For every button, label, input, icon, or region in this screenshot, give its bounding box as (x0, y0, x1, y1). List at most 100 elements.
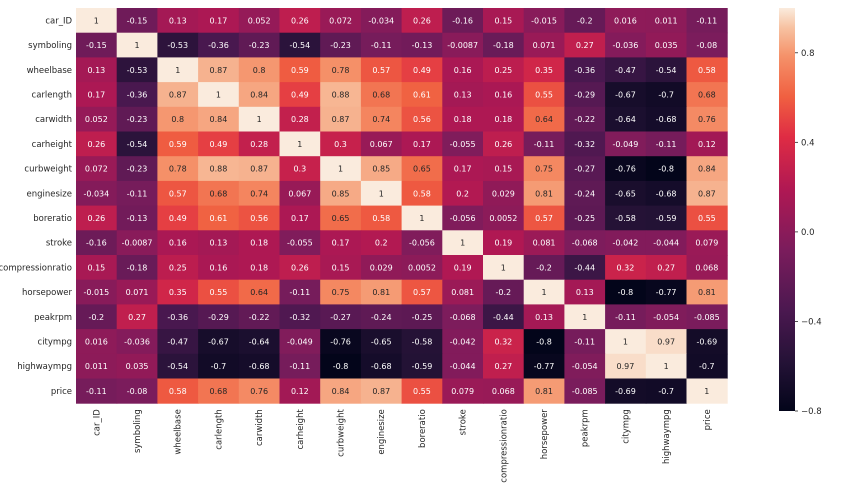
cell-value-label: 0.49 (169, 214, 187, 223)
heatmap-cell (198, 82, 240, 108)
heatmap-cell (198, 378, 240, 404)
heatmap-cell (198, 205, 240, 231)
cell-value-label: -0.015 (531, 16, 557, 25)
cell-value-label: -0.67 (615, 90, 636, 99)
x-tick-label: boreratio (418, 409, 428, 448)
heatmap-cell (442, 378, 484, 404)
cell-value-label: 0.8 (253, 66, 266, 75)
heatmap-cell (442, 205, 484, 231)
cell-value-label: 0.15 (87, 263, 105, 272)
cell-value-label: 0.18 (454, 115, 472, 124)
cell-value-label: -0.8 (618, 288, 634, 297)
y-tick-label: compressionratio (0, 263, 72, 273)
heatmap-cell (686, 156, 728, 182)
cell-value-label: 0.87 (332, 115, 350, 124)
heatmap-cell (157, 32, 199, 58)
heatmap-cell (564, 106, 606, 132)
cell-value-label: 0.13 (169, 16, 187, 25)
cell-value-label: -0.7 (658, 90, 674, 99)
heatmap-cell (401, 106, 443, 132)
heatmap-cell (157, 180, 199, 207)
heatmap-cell (401, 353, 443, 379)
heatmap-cell (605, 32, 647, 58)
heatmap-cell (686, 230, 728, 256)
cell-value-label: -0.27 (574, 165, 595, 174)
colorbar-tick-label: 0.8 (801, 49, 815, 59)
heatmap-cell (401, 230, 443, 256)
heatmap-cell (157, 205, 199, 231)
cell-value-label: -0.32 (289, 313, 310, 322)
cell-value-label: 0.84 (698, 165, 716, 174)
cell-value-label: 0.072 (329, 16, 352, 25)
heatmap-cell (483, 57, 525, 83)
cell-value-label: 0.57 (535, 214, 553, 223)
y-tick-label: wheelbase (27, 66, 72, 76)
cell-value-label: 1 (704, 387, 709, 396)
heatmap-cell (645, 131, 687, 157)
heatmap-cell (116, 230, 158, 256)
heatmap-cell (320, 255, 362, 281)
heatmap-cell (645, 230, 687, 256)
cell-value-label: -0.29 (208, 313, 229, 322)
heatmap-cell (238, 353, 280, 379)
heatmap-cell (116, 378, 158, 404)
heatmap-cell (360, 329, 403, 355)
cell-value-label: 0.15 (494, 16, 512, 25)
cell-value-label: 0.079 (695, 239, 718, 248)
heatmap-cell (645, 304, 687, 330)
heatmap-cell (76, 353, 118, 379)
heatmap-cell (76, 378, 118, 404)
heatmap-cell (523, 57, 565, 83)
cell-value-label: -0.13 (412, 41, 433, 50)
heatmap-cell (157, 8, 199, 34)
heatmap-cell (360, 230, 403, 256)
cell-value-label: 0.0052 (489, 214, 517, 223)
heatmap-cell (605, 205, 647, 231)
heatmap-cell (686, 32, 728, 58)
cell-value-label: -0.77 (656, 288, 677, 297)
heatmap-cell (686, 180, 728, 207)
heatmap-cell (320, 57, 362, 83)
cell-value-label: 1 (501, 263, 506, 272)
heatmap-cell (401, 156, 443, 182)
heatmap-cell (483, 32, 525, 58)
heatmap-cell (483, 106, 525, 132)
cell-value-label: 0.56 (413, 115, 431, 124)
heatmap-cell (238, 180, 280, 207)
cell-value-label: -0.15 (127, 16, 148, 25)
heatmap-cell (116, 180, 158, 207)
cell-value-label: -0.11 (615, 313, 636, 322)
heatmap-cell (523, 8, 565, 34)
heatmap-cell (279, 82, 321, 108)
colorbar-ticks: 0.8 0.4 0.0 −0.4 −0.8 (795, 49, 822, 417)
cell-value-label: -0.0087 (447, 41, 478, 50)
heatmap-cell (645, 205, 687, 231)
cell-value-label: 0.85 (372, 165, 390, 174)
cell-value-label: -0.36 (574, 66, 595, 75)
cell-value-label: 0.16 (494, 90, 512, 99)
cell-value-label: 0.17 (210, 16, 228, 25)
cell-value-label: -0.27 (330, 313, 351, 322)
cell-value-label: -0.8 (536, 337, 552, 346)
heatmap-cell (320, 156, 362, 182)
cell-value-label: 0.27 (128, 313, 146, 322)
cell-value-label: -0.68 (371, 362, 392, 371)
heatmap-cell (116, 156, 158, 182)
cell-value-label: -0.47 (615, 66, 636, 75)
cell-value-label: -0.54 (289, 41, 310, 50)
heatmap-cell (238, 255, 280, 281)
cell-value-label: 0.18 (494, 115, 512, 124)
cell-value-label: -0.44 (574, 263, 595, 272)
cell-value-label: -0.056 (450, 214, 476, 223)
heatmap-cell (523, 378, 565, 404)
heatmap-cell (442, 304, 484, 330)
cell-value-label: 0.81 (372, 288, 390, 297)
heatmap-cell (76, 304, 118, 330)
heatmap-cell (238, 304, 280, 330)
cell-value-label: -0.042 (613, 239, 639, 248)
cell-value-label: -0.23 (127, 115, 148, 124)
heatmap-cell (76, 106, 118, 132)
cell-value-label: -0.2 (577, 16, 593, 25)
heatmap-cell (279, 230, 321, 256)
cell-value-label: -0.0087 (122, 239, 153, 248)
